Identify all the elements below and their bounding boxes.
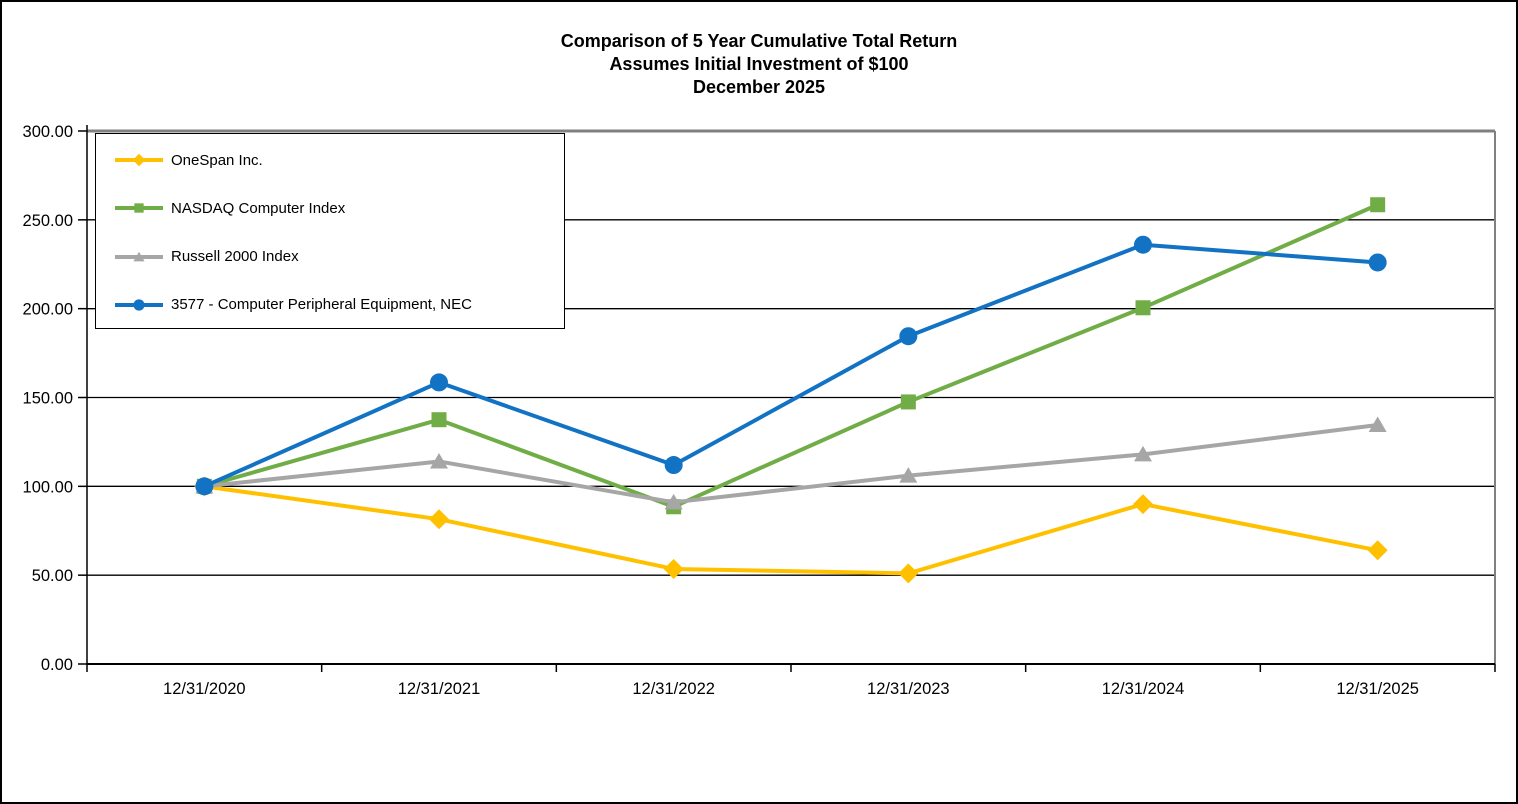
series-onespan-inc	[194, 476, 1388, 584]
x-axis-label: 12/31/2025	[1336, 680, 1419, 698]
y-axis-label: 100.00	[23, 478, 73, 496]
legend-item-russell-2000-index: Russell 2000 Index	[114, 247, 556, 267]
data-point-marker-nasdaq-computer-index	[1135, 300, 1151, 316]
legend-marker	[134, 203, 144, 213]
legend-item-3577-computer-peripheral-equipment-nec: 3577 - Computer Peripheral Equipment, NE…	[114, 295, 556, 315]
y-axis-label: 200.00	[23, 301, 73, 319]
series-line-nasdaq-computer-index	[203, 202, 1379, 509]
data-point-marker-3577-computer-peripheral-equipment-nec	[430, 373, 448, 392]
triangle-marker-icon	[115, 251, 163, 261]
data-point-marker-onespan-inc	[663, 558, 684, 579]
data-point-marker-onespan-inc	[429, 509, 449, 530]
legend-item-nasdaq-computer-index: NASDAQ Computer Index	[114, 198, 556, 218]
legend-label: Russell 2000 Index	[171, 248, 299, 266]
x-axis-label: 12/31/2024	[1102, 680, 1185, 698]
x-axis-label: 12/31/2021	[398, 680, 481, 698]
series-line-onespan-inc	[204, 484, 1379, 576]
chart-title: Comparison of 5 Year Cumulative Total Re…	[560, 31, 958, 51]
data-point-marker-3577-computer-peripheral-equipment-nec	[899, 327, 918, 346]
data-point-marker-onespan-inc	[1367, 540, 1388, 561]
legend-label: NASDAQ Computer Index	[171, 199, 346, 217]
legend-label: OneSpan Inc.	[171, 151, 263, 169]
circle-marker-icon	[115, 299, 163, 311]
data-point-marker-onespan-inc	[1133, 494, 1153, 515]
data-point-marker-russell-2000-index	[664, 493, 683, 510]
data-point-marker-3577-computer-peripheral-equipment-nec	[1368, 253, 1387, 272]
data-point-marker-russell-2000-index	[1368, 416, 1387, 433]
x-axis-label: 12/31/2022	[632, 680, 715, 698]
series-3577-computer-peripheral-equipment-nec	[195, 235, 1387, 496]
series-line-3577-computer-peripheral-equipment-nec	[203, 242, 1378, 489]
series-russell-2000-index	[195, 416, 1387, 510]
square-marker-icon	[115, 203, 163, 213]
data-point-marker-3577-computer-peripheral-equipment-nec	[195, 477, 214, 496]
x-axis-label: 12/31/2023	[867, 680, 950, 698]
data-point-marker-russell-2000-index	[1134, 445, 1152, 462]
series-nasdaq-computer-index	[196, 197, 1386, 515]
legend-marker	[133, 299, 145, 311]
chart-date-line: December 2025	[692, 77, 826, 97]
diamond-marker-icon	[115, 153, 163, 167]
data-point-marker-onespan-inc	[898, 563, 919, 584]
legend-marker	[133, 251, 145, 261]
data-point-marker-nasdaq-computer-index	[900, 394, 916, 410]
legend-item-onespan-inc: OneSpan Inc.	[114, 150, 556, 170]
x-axis-label: 12/31/2020	[163, 680, 246, 698]
chart-legend: OneSpan Inc. NASDAQ Computer Index Russell…	[95, 133, 565, 329]
series-line-russell-2000-index	[204, 423, 1378, 505]
data-point-marker-russell-2000-index	[899, 467, 918, 483]
y-axis-label: 0.00	[41, 656, 73, 674]
chart-title-block: Comparison of 5 Year Cumulative Total Re…	[2, 30, 1516, 99]
legend-marker	[132, 153, 146, 167]
data-point-marker-3577-computer-peripheral-equipment-nec	[664, 456, 683, 475]
data-point-marker-nasdaq-computer-index	[431, 412, 447, 428]
y-axis-label: 50.00	[32, 567, 73, 585]
data-point-marker-nasdaq-computer-index	[1370, 197, 1386, 213]
data-point-marker-3577-computer-peripheral-equipment-nec	[1134, 235, 1152, 254]
chart-subtitle: Assumes Initial Investment of $100	[609, 54, 909, 74]
y-axis-label: 150.00	[23, 390, 73, 408]
legend-label: 3577 - Computer Peripheral Equipment, NE…	[171, 296, 472, 314]
y-axis-label: 300.00	[23, 123, 73, 141]
y-axis-label: 250.00	[23, 212, 73, 230]
data-point-marker-russell-2000-index	[430, 452, 448, 469]
